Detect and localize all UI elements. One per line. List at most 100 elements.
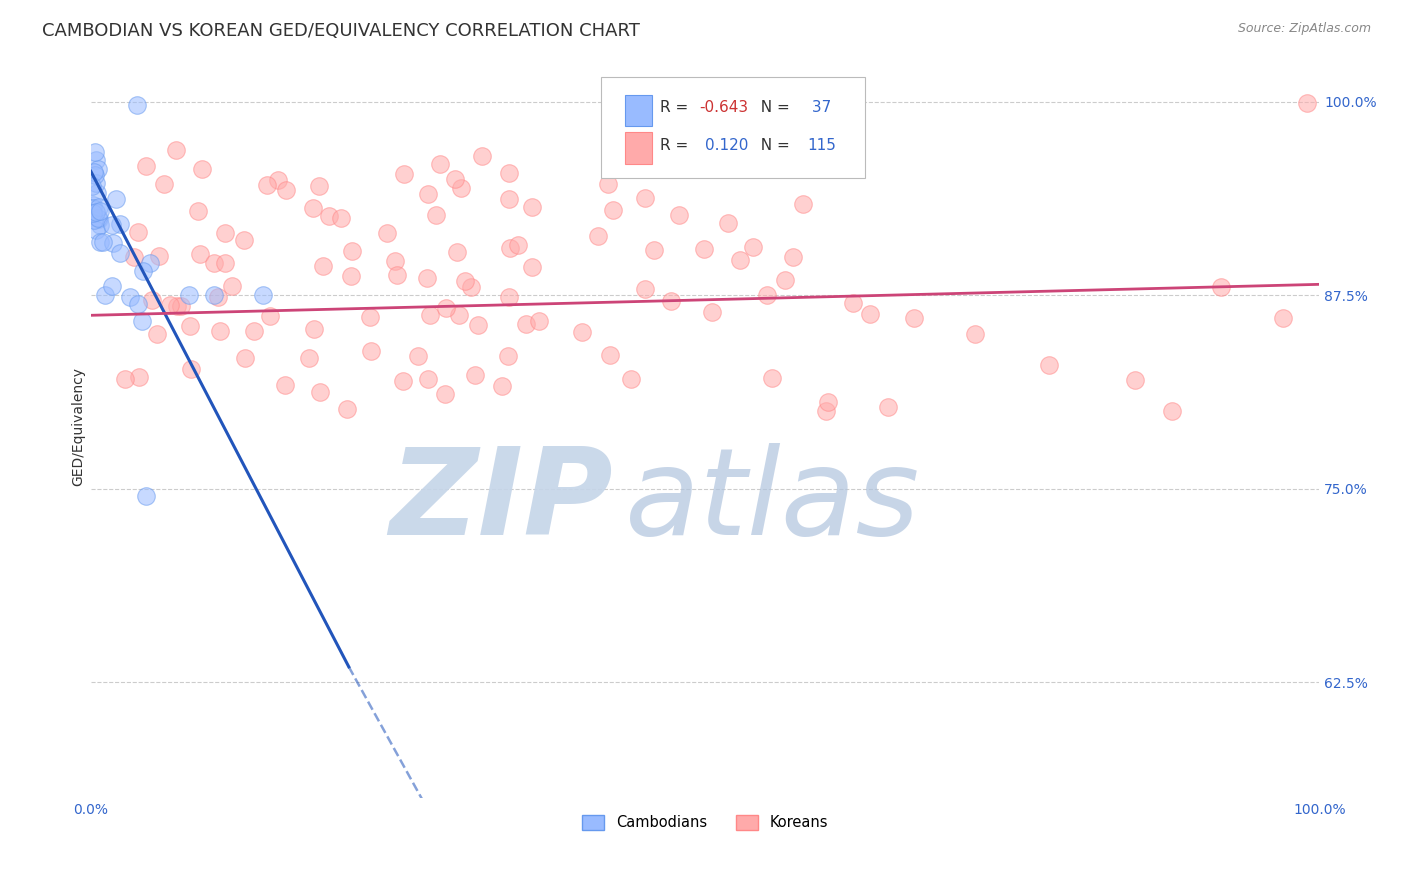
Point [127,225,149,239]
Point [659,293,682,308]
Point [128,370,150,384]
Point [256,178,278,192]
Point [131,314,153,328]
Point [460,280,482,294]
Point [499,241,522,255]
Point [602,203,624,218]
Point [82,198,104,212]
Point [467,318,489,332]
Text: ZIP: ZIP [389,442,613,559]
Point [425,208,447,222]
Point [179,319,201,334]
Point [444,171,467,186]
Point [599,348,621,362]
Point [187,203,209,218]
Point [267,172,290,186]
Point [83,165,105,179]
Point [214,226,236,240]
Point [446,245,468,260]
Point [122,250,145,264]
FancyBboxPatch shape [600,78,865,178]
Point [202,256,225,270]
Point [498,290,520,304]
Text: 37: 37 [807,101,831,115]
Point [742,240,765,254]
Point [165,143,187,157]
Point [360,344,382,359]
Point [755,288,778,302]
Point [274,378,297,392]
Legend: Cambodians, Koreans: Cambodians, Koreans [576,809,834,836]
Point [135,159,157,173]
Point [515,318,537,332]
Point [520,200,543,214]
Point [464,368,486,382]
Point [82,178,104,193]
Bar [626,132,652,163]
Point [965,326,987,341]
Point [170,299,193,313]
Point [429,156,451,170]
Point [792,196,814,211]
Point [148,249,170,263]
Point [180,362,202,376]
Point [620,372,643,386]
Point [571,326,593,340]
Point [101,235,124,250]
Point [634,282,657,296]
Point [308,385,330,400]
Point [498,192,520,206]
Point [89,204,111,219]
Text: 115: 115 [807,138,837,153]
Point [318,209,340,223]
Point [108,217,131,231]
Point [93,235,115,250]
Point [84,153,107,168]
Point [835,158,858,172]
Point [392,168,415,182]
Point [110,246,132,260]
Point [127,97,149,112]
Point [782,250,804,264]
Point [491,379,513,393]
Text: -0.643: -0.643 [699,101,748,115]
Point [127,297,149,311]
Point [259,309,281,323]
Point [717,216,740,230]
Point [166,299,188,313]
Point [433,387,456,401]
Point [634,190,657,204]
Point [214,255,236,269]
Point [114,372,136,386]
Point [83,213,105,227]
Text: N =: N = [751,101,794,115]
Point [302,322,325,336]
Point [416,187,439,202]
Point [450,180,472,194]
Point [375,226,398,240]
Point [598,177,620,191]
Point [877,401,900,415]
Point [384,254,406,268]
Point [406,349,429,363]
Point [87,200,110,214]
Point [86,223,108,237]
Text: R =: R = [659,101,693,115]
Point [529,314,551,328]
Point [207,290,229,304]
Point [359,310,381,324]
Point [86,176,108,190]
Point [1123,373,1146,387]
Point [243,325,266,339]
Point [221,278,243,293]
Point [274,184,297,198]
Point [89,219,111,233]
Point [159,298,181,312]
Point [817,394,839,409]
Point [87,161,110,176]
Point [702,305,724,319]
Bar [626,95,652,126]
Point [775,273,797,287]
Point [86,186,108,201]
Point [471,149,494,163]
